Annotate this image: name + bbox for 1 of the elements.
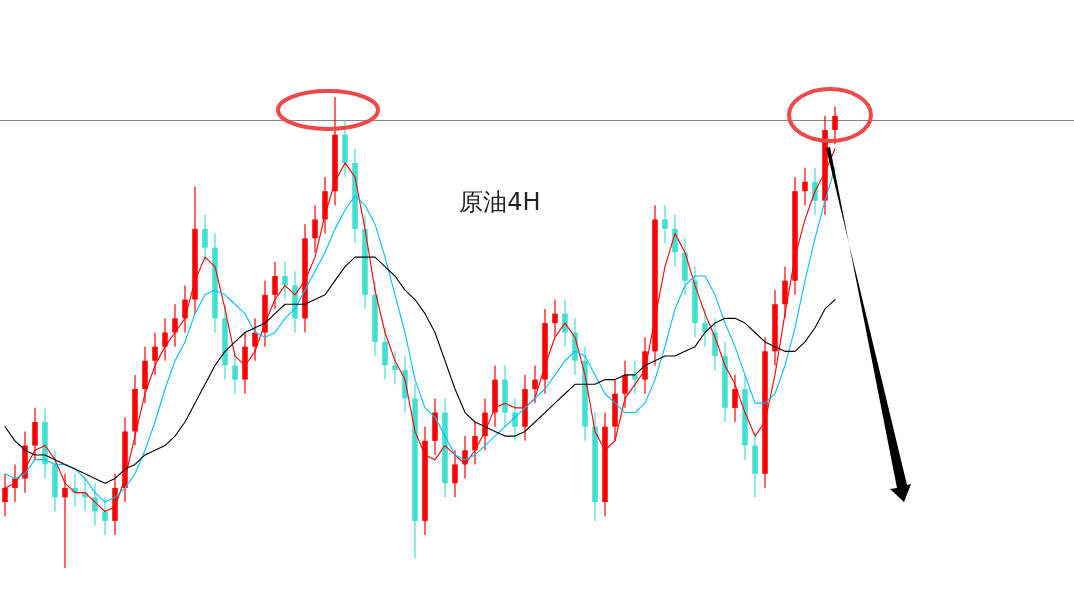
title: 原油4H [459, 188, 541, 216]
